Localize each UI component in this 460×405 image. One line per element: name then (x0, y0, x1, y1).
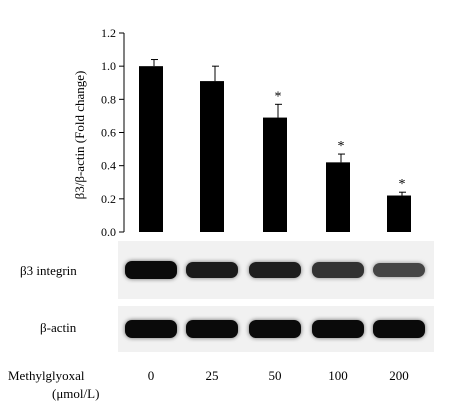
blot-band (249, 261, 301, 279)
bar (263, 117, 287, 232)
y-tick-label: 1.0 (101, 59, 116, 73)
chart-bars: * * * (139, 59, 411, 233)
blot-band (186, 261, 238, 279)
bar (139, 66, 163, 233)
blot-panel-beta-actin (118, 306, 434, 352)
blot-band (125, 261, 177, 279)
y-tick-label: 0.2 (101, 192, 116, 206)
blot-label-beta3-integrin: β3 integrin (20, 263, 77, 278)
significance-marker: * (275, 89, 282, 104)
blot-band (312, 262, 364, 278)
y-tick-label: 0.8 (101, 92, 116, 106)
bar (326, 162, 350, 232)
dose-label: 25 (205, 368, 219, 383)
blot-panel-beta3-integrin (118, 241, 434, 299)
dose-label: 50 (268, 368, 282, 383)
dose-label: 200 (389, 368, 409, 383)
dose-label: 0 (147, 368, 155, 383)
blot-label-beta-actin: β-actin (40, 320, 77, 335)
blot-band (249, 320, 301, 338)
bar-chart: 0.0 0.2 0.4 0.6 0.8 1.0 1.2 * * * β3/β-actin (Fo… (72, 26, 411, 239)
blot-band (186, 320, 238, 338)
dose-label: 100 (328, 368, 348, 383)
treatment-unit: (μmol/L) (52, 386, 100, 401)
significance-marker: * (338, 139, 345, 154)
bar (387, 195, 411, 232)
y-axis-label: β3/β-actin (Fold change) (72, 71, 87, 200)
bar (200, 81, 224, 232)
y-tick-label: 0.6 (101, 126, 116, 140)
y-tick-label: 1.2 (101, 26, 116, 40)
blot-band (312, 320, 364, 338)
y-tick-label: 0.0 (101, 225, 116, 239)
y-tick-label: 0.4 (101, 159, 116, 173)
blot-band (373, 262, 425, 278)
blot-band (373, 320, 425, 338)
blot-band (125, 320, 177, 338)
treatment-name: Methylglyoxal (8, 368, 85, 383)
significance-marker: * (399, 177, 406, 192)
chart-axes: 0.0 0.2 0.4 0.6 0.8 1.0 1.2 (101, 26, 125, 239)
